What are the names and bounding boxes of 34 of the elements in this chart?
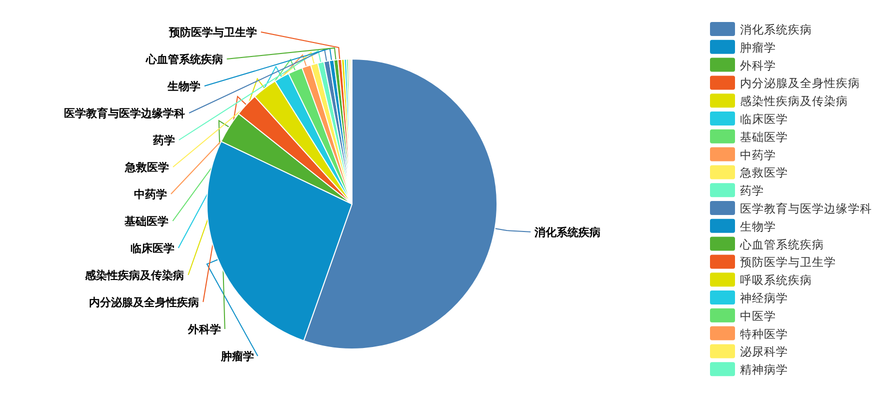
legend-label: 泌尿科学: [740, 344, 788, 359]
legend-label: 外科学: [740, 58, 776, 72]
legend-label: 特种医学: [740, 326, 788, 341]
slice-label: 医学教育与医学边缘学科: [64, 107, 186, 120]
slice-label: 内分泌腺及全身性疾病: [89, 296, 200, 309]
slice-label: 肿瘤学: [220, 350, 254, 363]
slice-label: 外科学: [186, 323, 221, 336]
legend-label: 基础医学: [740, 130, 788, 144]
legend-label: 呼吸系统疾病: [740, 273, 812, 288]
legend-label: 医学教育与医学边缘学科: [740, 202, 872, 216]
slice-label: 临床医学: [130, 242, 174, 255]
slice-label: 感染性疾病及传染病: [84, 269, 184, 282]
legend-label: 预防医学与卫生学: [740, 255, 836, 270]
legend-label: 临床医学: [740, 112, 788, 126]
legend-label: 神经病学: [740, 291, 788, 305]
legend-label: 精神病学: [740, 362, 788, 377]
slice-label: 心血管系统疾病: [144, 53, 223, 66]
slice-label: 消化系统疾病: [534, 226, 601, 239]
slice-label: 急救医学: [124, 161, 170, 174]
legend-label: 内分泌腺及全身性疾病: [740, 76, 860, 90]
legend-label: 心血管系统疾病: [739, 237, 824, 252]
legend-label: 生物学: [740, 219, 776, 234]
legend-label: 消化系统疾病: [740, 22, 812, 36]
legend-label: 急救医学: [739, 166, 788, 180]
legend-label: 中药学: [740, 148, 776, 162]
legend-label: 感染性疾病及传染病: [740, 94, 848, 108]
legend-label: 中医学: [740, 308, 776, 323]
slice-label: 中药学: [134, 188, 168, 201]
slice-label: 药学: [152, 134, 175, 147]
legend-label: 肿瘤学: [740, 40, 776, 54]
slice-label: 基础医学: [124, 215, 169, 228]
legend-label: 药学: [740, 184, 764, 198]
slice-label: 生物学: [166, 80, 200, 93]
slice-label: 预防医学与卫生学: [168, 26, 257, 39]
